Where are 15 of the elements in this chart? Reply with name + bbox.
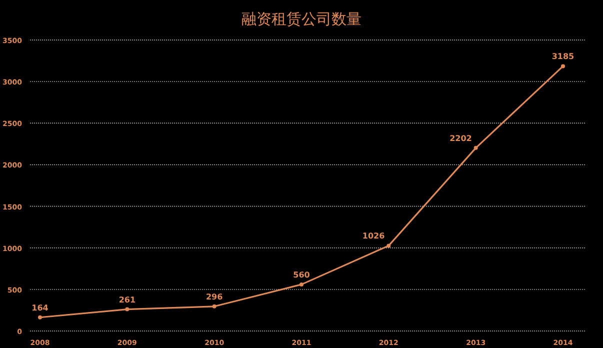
data-label: 560 <box>293 270 310 280</box>
data-label: 1026 <box>362 232 386 241</box>
chart-title: 融资租赁公司数量 <box>242 10 362 28</box>
point <box>38 315 42 320</box>
data-label: 296 <box>206 292 224 302</box>
data-label: 3185 <box>552 52 575 62</box>
data-label: 261 <box>118 295 136 304</box>
data-label: 164 <box>32 303 49 312</box>
point <box>561 64 565 68</box>
point <box>300 282 304 286</box>
point <box>212 304 216 308</box>
data-label: 2202 <box>450 134 472 143</box>
point <box>474 146 478 150</box>
point <box>386 244 391 248</box>
point <box>125 307 130 312</box>
